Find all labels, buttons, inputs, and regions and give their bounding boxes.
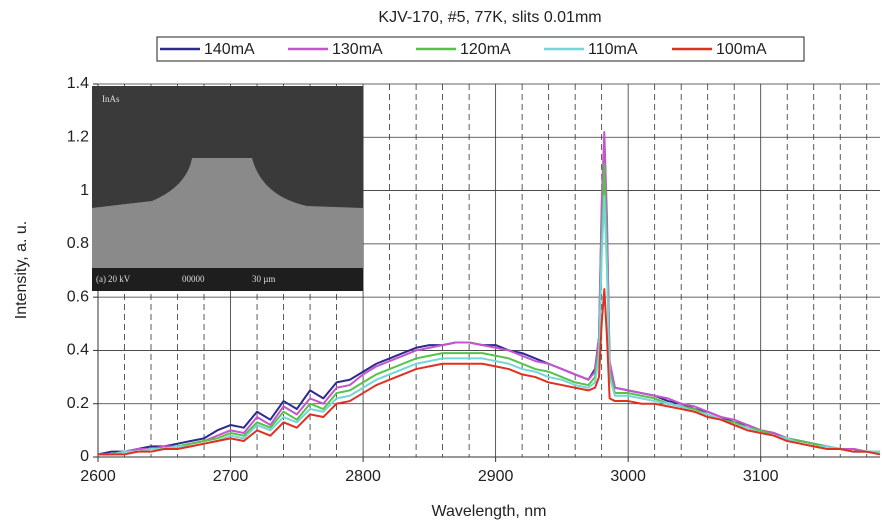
y-tick-label: 1 bbox=[80, 182, 89, 199]
inset-mesa bbox=[92, 158, 363, 268]
y-tick-label: 1.2 bbox=[67, 129, 89, 146]
inset-caption: 20 kV bbox=[108, 274, 131, 284]
y-tick-label: 0.8 bbox=[67, 235, 89, 252]
inset-caption: (a) bbox=[96, 274, 106, 284]
legend-label: 100mA bbox=[716, 41, 767, 58]
y-tick-label: 0.2 bbox=[67, 395, 89, 412]
x-tick-label: 3000 bbox=[610, 468, 646, 485]
series-line bbox=[98, 162, 880, 456]
legend-label: 110mA bbox=[588, 41, 638, 58]
y-axis-title: Intensity, a. u. bbox=[13, 221, 30, 319]
legend-label: 140mA bbox=[204, 41, 255, 58]
series-line bbox=[98, 288, 881, 456]
x-tick-label: 3100 bbox=[743, 468, 779, 485]
series-line bbox=[98, 130, 880, 456]
legend-label: 130mA bbox=[332, 41, 383, 58]
x-axis-title: Wavelength, nm bbox=[431, 503, 546, 520]
inset-caption: 00000 bbox=[182, 274, 205, 284]
y-tick-label: 0.6 bbox=[67, 288, 89, 305]
y-tick-label: 0 bbox=[80, 448, 89, 465]
x-tick-label: 2900 bbox=[478, 468, 514, 485]
chart-title: KJV-170, #5, 77K, slits 0.01mm bbox=[378, 9, 601, 26]
x-tick-label: 2700 bbox=[213, 468, 249, 485]
inset-caption: 30 µm bbox=[252, 274, 275, 284]
legend-label: 120mA bbox=[460, 41, 511, 58]
x-tick-label: 2800 bbox=[345, 468, 381, 485]
y-tick-label: 0.4 bbox=[67, 342, 89, 359]
inset-caption-bar bbox=[92, 268, 363, 291]
y-tick-label: 1.4 bbox=[67, 75, 89, 92]
inset-label: InAs bbox=[102, 94, 120, 104]
x-tick-label: 2600 bbox=[80, 468, 116, 485]
